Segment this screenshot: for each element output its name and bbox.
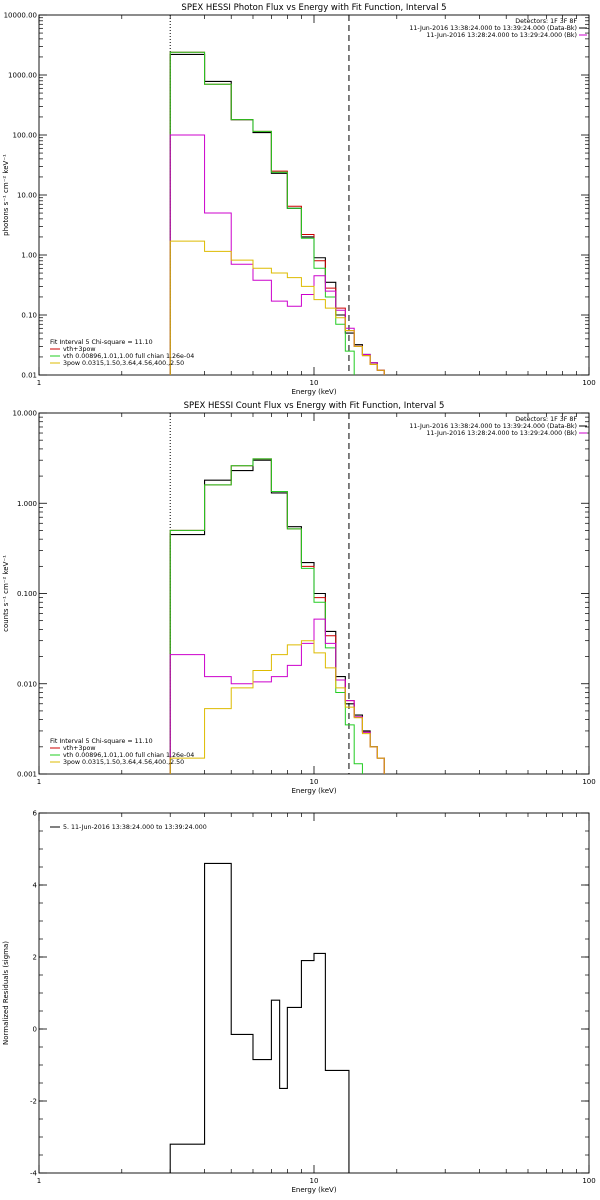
count-info-line: Detectors: 1F 3F 8F xyxy=(515,416,577,423)
count-y-tick-label: 10.000 xyxy=(13,410,38,418)
photon-x-tick-label: 1 xyxy=(37,379,41,387)
resid-x-axis-label: Energy (keV) xyxy=(291,1186,336,1194)
photon-legend-header: Fit Interval 5 Chi-square = 11.10 xyxy=(50,339,153,346)
count-series-1-line xyxy=(169,458,385,774)
count-y-tick-label: 0.100 xyxy=(17,590,37,598)
resid-plot-frame xyxy=(38,812,590,1174)
photon-series-3-line xyxy=(169,134,385,375)
resid-series-0-line xyxy=(169,862,350,1173)
photon-x-axis-label: Energy (keV) xyxy=(291,388,336,396)
photon-series-1-line xyxy=(169,51,385,375)
photon-x-tick-label: 100 xyxy=(582,379,595,387)
count-info-line: 11-Jun-2016 13:38:24.000 to 13:39:24.000… xyxy=(409,423,577,430)
photon-series-4-line xyxy=(169,240,385,375)
count-legend-entry: vth 0.00896,1.01,1.00 full chian 1.26e-0… xyxy=(63,752,194,759)
resid-x-tick-label: 10 xyxy=(310,1177,319,1185)
count-series-3-line xyxy=(169,618,385,774)
photon-y-tick-label: 0.10 xyxy=(21,312,37,320)
photon-info-line: 11-Jun-2016 13:28:24.000 to 13:29:24.000… xyxy=(426,32,577,39)
count-chart-title: SPEX HESSI Count Flux vs Energy with Fit… xyxy=(184,401,445,411)
photon-y-tick-label: 100.00 xyxy=(13,132,38,140)
photon-series-0-line xyxy=(169,53,385,375)
photon-y-tick-label: 1.00 xyxy=(21,252,37,260)
photon-y-tick-label: 10.00 xyxy=(17,192,37,200)
count-y-axis-label: counts s⁻¹ cm⁻² keV⁻¹ xyxy=(2,555,10,632)
count-x-tick-label: 10 xyxy=(310,778,319,786)
resid-x-tick-label: 100 xyxy=(582,1177,595,1185)
count-y-tick-label: 0.001 xyxy=(17,771,37,779)
count-info-line: 11-Jun-2016 13:28:24.000 to 13:29:24.000… xyxy=(426,430,577,437)
photon-y-tick-label: 0.01 xyxy=(21,372,37,380)
count-y-tick-label: 0.010 xyxy=(17,680,37,688)
photon-x-tick-label: 10 xyxy=(310,379,319,387)
photon-y-tick-label: 10000.00 xyxy=(4,12,37,20)
count-x-axis-label: Energy (keV) xyxy=(291,787,336,795)
resid-y-tick-label: 6 xyxy=(33,810,38,818)
resid-y-tick-label: 2 xyxy=(33,954,37,962)
count-flux-panel: SPEX HESSI Count Flux vs Energy with Fit… xyxy=(2,401,596,795)
photon-flux-panel: SPEX HESSI Photon Flux vs Energy with Fi… xyxy=(2,3,596,396)
count-series-4-line xyxy=(169,640,385,774)
resid-y-tick-label: 4 xyxy=(33,882,38,890)
resid-x-tick-label: 1 xyxy=(37,1177,41,1185)
count-legend-entry: 3pow 0.0315,1.50,3.64,4.56,400.,2.50 xyxy=(63,759,184,766)
count-x-tick-label: 1 xyxy=(37,778,41,786)
residuals-panel: 1 10 100 Energy (keV) -4 -2 0 2 4 6 Normalized Res… xyxy=(2,810,596,1195)
photon-y-axis-label: photons s⁻¹ cm⁻² keV⁻¹ xyxy=(2,154,10,236)
count-legend-header: Fit Interval 5 Chi-square = 11.10 xyxy=(50,738,153,745)
photon-legend-entry: vth+3pow xyxy=(63,346,95,353)
count-legend-entry: vth+3pow xyxy=(63,745,95,752)
count-y-tick-label: 1.000 xyxy=(17,500,37,508)
photon-info-line: 11-Jun-2016 13:38:24.000 to 13:39:24.000… xyxy=(409,25,577,32)
count-x-tick-label: 100 xyxy=(582,778,595,786)
photon-legend-entry: vth 0.00896,1.01,1.00 full chian 1.26e-0… xyxy=(63,353,194,360)
resid-y-tick-label: 0 xyxy=(33,1026,37,1034)
photon-plot-frame xyxy=(38,14,590,376)
count-series-0-line xyxy=(169,459,385,774)
resid-y-tick-label: -4 xyxy=(30,1170,38,1178)
count-series-2-line xyxy=(169,458,363,774)
photon-y-tick-label: 1000.00 xyxy=(8,72,37,80)
photon-info-line: Detectors: 1F 3F 8F xyxy=(515,18,577,25)
resid-y-axis-label: Normalized Residuals (sigma) xyxy=(2,941,10,1045)
photon-chart-title: SPEX HESSI Photon Flux vs Energy with Fi… xyxy=(181,3,446,13)
resid-y-tick-label: -2 xyxy=(30,1098,37,1106)
photon-series-2-line xyxy=(169,51,355,375)
resid-legend-entry: 5. 11-Jun-2016 13:38:24.000 to 13:39:24.… xyxy=(63,824,207,831)
photon-legend-entry: 3pow 0.0315,1.50,3.64,4.56,400.,2.50 xyxy=(63,360,184,367)
